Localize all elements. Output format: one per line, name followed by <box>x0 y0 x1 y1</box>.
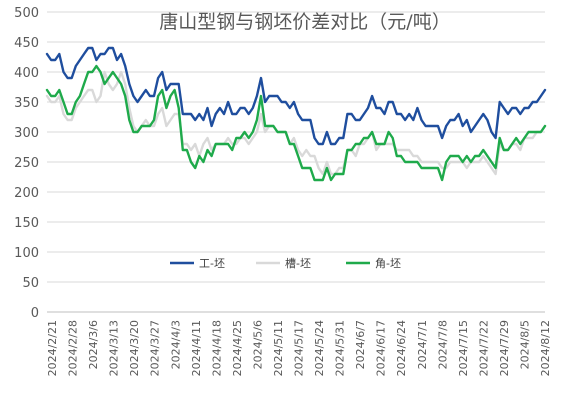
x-tick-label: 2024/5/11 <box>272 320 285 376</box>
x-tick-label: 2024/6/7 <box>354 320 367 369</box>
x-tick-label: 2024/5/6 <box>251 320 264 369</box>
x-tick-label: 2024/8/12 <box>539 320 552 376</box>
x-tick-label: 2024/3/6 <box>87 320 100 369</box>
legend: 工-坯 槽-坯 角-坯 <box>170 257 401 270</box>
x-tick-label: 2024/5/24 <box>313 320 326 376</box>
y-tick-label: 450 <box>14 36 39 51</box>
y-tick-label: 500 <box>14 6 39 21</box>
legend-label: 工-坯 <box>199 257 225 270</box>
x-tick-label: 2024/7/22 <box>477 320 490 376</box>
grid-layer <box>47 11 545 313</box>
y-tick-label: 350 <box>14 96 39 111</box>
x-tick-label: 2024/5/31 <box>334 320 347 376</box>
x-tick-label: 2024/2/21 <box>46 320 59 376</box>
x-tick-label: 2024/8/5 <box>518 320 531 369</box>
series-line-0 <box>45 46 547 146</box>
x-tick-label: 2024/2/28 <box>67 320 80 376</box>
x-axis-ticks: 2024/2/21 2024/2/28 2024/3/6 2024/3/13 2024/… <box>46 320 552 376</box>
x-tick-label: 2024/4/11 <box>190 320 203 376</box>
x-tick-label: 2024/5/17 <box>293 320 306 376</box>
series-line-2 <box>45 64 547 182</box>
x-tick-label: 2024/7/29 <box>498 320 511 376</box>
legend-label: 角-坯 <box>375 257 401 270</box>
x-tick-label: 2024/4/25 <box>231 320 244 376</box>
series-layer <box>45 46 547 182</box>
x-tick-label: 2024/6/24 <box>395 320 408 376</box>
y-tick-label: 400 <box>14 66 39 81</box>
y-axis-ticks: 0 50 100 150 200 250 300 350 400 450 500 <box>14 6 39 321</box>
chart-title: 唐山型钢与钢坯价差对比（元/吨） <box>159 11 450 33</box>
x-tick-label: 2024/7/8 <box>436 320 449 369</box>
legend-label: 槽-坯 <box>285 257 311 270</box>
x-tick-label: 2024/4/18 <box>210 320 223 376</box>
x-tick-label: 2024/7/15 <box>457 320 470 376</box>
x-tick-label: 2024/6/17 <box>375 320 388 376</box>
x-tick-label: 2024/7/1 <box>416 320 429 369</box>
x-tick-label: 2024/3/13 <box>108 320 121 376</box>
y-tick-label: 50 <box>22 276 39 291</box>
x-tick-label: 2024/4/3 <box>169 320 182 369</box>
y-tick-label: 250 <box>14 156 39 171</box>
y-tick-label: 200 <box>14 186 39 201</box>
y-tick-label: 300 <box>14 126 39 141</box>
y-tick-label: 0 <box>31 306 39 321</box>
y-tick-label: 100 <box>14 246 39 261</box>
x-tick-label: 2024/3/20 <box>128 320 141 376</box>
x-tick-label: 2024/3/27 <box>149 320 162 376</box>
y-tick-label: 150 <box>14 216 39 231</box>
